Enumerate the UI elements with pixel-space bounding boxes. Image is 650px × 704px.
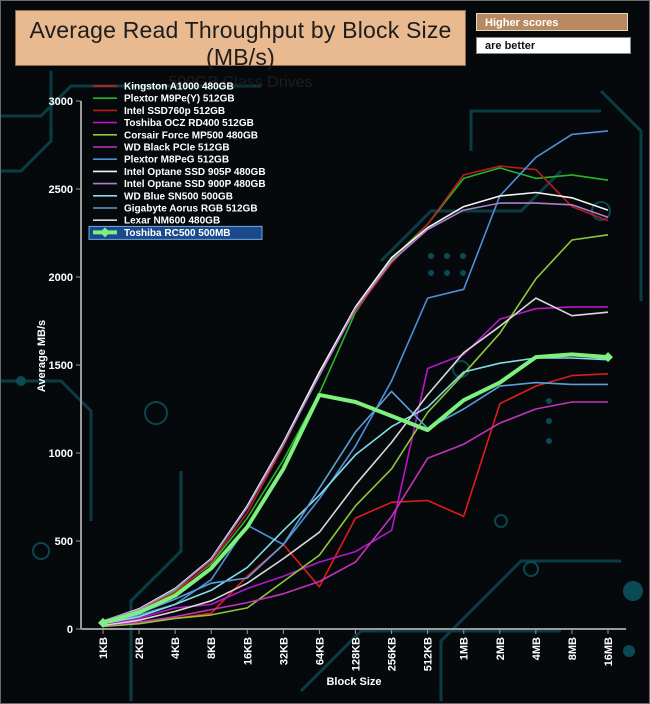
x-axis-title: Block Size <box>326 676 381 688</box>
x-tick-label: 256KB <box>387 637 399 671</box>
legend-label: Lexar NM600 480GB <box>124 216 220 227</box>
x-tick-label: 32KB <box>278 637 290 665</box>
x-tick-label: 4MB <box>531 637 543 660</box>
y-tick-label: 1500 <box>49 360 73 372</box>
series-line-10 <box>102 381 608 625</box>
x-tick-label: 8MB <box>567 637 579 660</box>
legend-label: Gigabyte Aorus RGB 512GB <box>124 204 258 215</box>
series-line-11 <box>102 297 609 627</box>
y-tick-label: 1000 <box>49 448 73 460</box>
x-tick-label: 4KB <box>170 637 182 659</box>
higher-scores-note: Higher scores <box>476 13 628 31</box>
x-tick-label: 1KB <box>98 637 110 659</box>
legend-marker <box>100 227 110 238</box>
legend-label: Toshiba OCZ RD400 512GB <box>124 118 254 129</box>
y-tick-label: 2500 <box>49 184 73 196</box>
chart-subtitle: 500GB Class Drives <box>168 74 313 91</box>
series-line-5 <box>102 401 608 627</box>
series-lines <box>98 130 613 628</box>
y-tick-label: 0 <box>67 624 73 636</box>
y-tick-label: 500 <box>55 536 73 548</box>
series-marker <box>603 352 613 363</box>
legend-label: Kingston A1000 480GB <box>124 82 234 93</box>
x-tick-label: 2MB <box>495 637 507 660</box>
series-line-2 <box>102 165 609 623</box>
legend-label: Plextor M9Pe(Y) 512GB <box>124 94 235 105</box>
legend-label: Corsair Force MP500 480GB <box>124 130 258 141</box>
legend-label: Plextor M8PeG 512GB <box>124 155 229 166</box>
x-tick-label: 2KB <box>134 637 146 659</box>
x-tick-label: 64KB <box>314 637 326 665</box>
chart-title: Average Read Throughput by Block Size (M… <box>29 17 452 70</box>
x-tick-label: 512KB <box>423 637 435 671</box>
legend-label: Intel Optane SSD 905P 480GB <box>124 167 266 178</box>
y-tick-label: 3000 <box>49 96 73 108</box>
x-axis-ticks: 1KB 2KB 4KB 8KB 16KB 32KB 64KB 128KB 256KB 512KB 1… <box>98 629 615 671</box>
x-tick-label: 8KB <box>206 637 218 659</box>
series-line-4 <box>102 234 609 628</box>
x-tick-label: 1MB <box>459 637 471 660</box>
y-tick-label: 2000 <box>49 272 73 284</box>
are-better-note: are better <box>476 37 631 54</box>
x-tick-label: 128KB <box>351 637 363 671</box>
x-tick-label: 16MB <box>603 637 615 666</box>
x-tick-label: 16KB <box>242 637 254 665</box>
series-line-3 <box>102 306 608 625</box>
series-marker <box>98 617 108 628</box>
series-line-7 <box>102 191 609 622</box>
legend-label: Toshiba RC500 500MB <box>124 228 231 239</box>
legend-label: WD Blue SN500 500GB <box>124 191 233 202</box>
legend-label: Intel Optane SSD 900P 480GB <box>124 179 266 190</box>
legend-highlight <box>88 225 263 240</box>
legend-label: Intel SSD760p 512GB <box>124 106 225 117</box>
legend-label: WD Black PCIe 512GB <box>124 143 230 154</box>
y-axis-title: Average MB/s <box>36 320 48 392</box>
series-line-8 <box>102 202 609 622</box>
y-axis-ticks: 0 500 1000 1500 2000 2500 3000 <box>49 96 81 636</box>
series-line-6 <box>102 130 609 625</box>
series-line-9 <box>102 357 609 625</box>
series-line-12 <box>102 352 609 625</box>
title-box: Average Read Throughput by Block Size (M… <box>15 10 466 91</box>
